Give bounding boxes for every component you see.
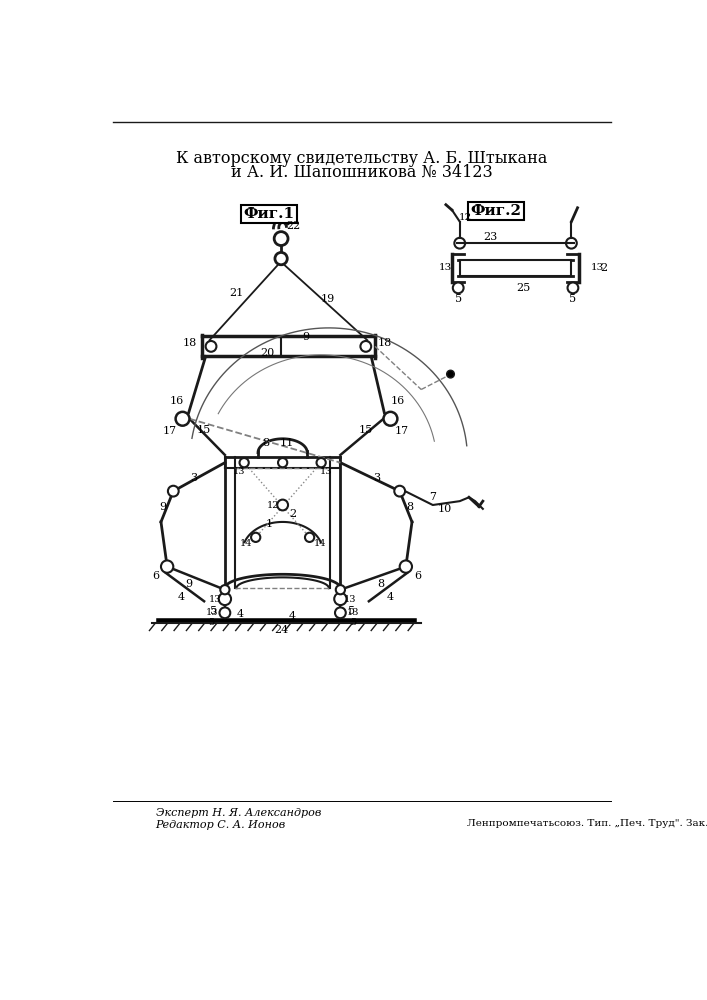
Text: 13: 13 (347, 608, 360, 617)
Text: 5: 5 (349, 606, 356, 616)
Text: 8: 8 (378, 579, 385, 589)
Text: 2: 2 (600, 263, 607, 273)
Text: 4: 4 (288, 611, 296, 621)
Text: 15: 15 (358, 425, 373, 435)
Text: 4: 4 (177, 592, 185, 602)
Circle shape (335, 607, 346, 618)
Text: 13: 13 (209, 595, 221, 604)
Text: 13: 13 (320, 467, 333, 476)
Text: 6: 6 (152, 571, 159, 581)
Text: 16: 16 (391, 396, 405, 406)
Text: Редактор С. А. Ионов: Редактор С. А. Ионов (156, 820, 286, 830)
Text: 9: 9 (160, 502, 167, 512)
Circle shape (168, 486, 179, 497)
Text: 14: 14 (313, 539, 326, 548)
Text: 13: 13 (206, 608, 218, 617)
Text: 14: 14 (240, 539, 252, 548)
Circle shape (447, 370, 455, 378)
Circle shape (219, 607, 230, 618)
Text: 23: 23 (484, 232, 498, 242)
Text: 7: 7 (429, 492, 436, 502)
Text: 5: 5 (351, 618, 356, 627)
Text: Эксперт Н. Я. Александров: Эксперт Н. Я. Александров (156, 808, 321, 818)
Text: 3: 3 (190, 473, 198, 483)
Circle shape (221, 585, 230, 594)
Circle shape (334, 593, 346, 605)
Circle shape (206, 341, 216, 352)
Text: 24: 24 (274, 625, 288, 635)
Text: 17: 17 (395, 426, 409, 436)
Circle shape (317, 458, 326, 467)
Text: 19: 19 (320, 294, 334, 304)
Text: 1: 1 (265, 519, 272, 529)
Text: 3: 3 (373, 473, 380, 483)
Text: 4: 4 (237, 609, 244, 619)
Text: 18: 18 (377, 338, 392, 348)
Text: 9: 9 (302, 332, 309, 342)
Text: 13: 13 (233, 467, 246, 476)
Circle shape (395, 486, 405, 497)
Text: Фиг.2: Фиг.2 (470, 204, 522, 218)
Text: 22: 22 (286, 221, 300, 231)
Circle shape (305, 533, 314, 542)
Circle shape (161, 560, 173, 573)
Bar (460, 260, 571, 276)
Text: 21: 21 (229, 288, 244, 298)
Circle shape (277, 500, 288, 510)
Text: 8: 8 (262, 438, 269, 448)
Text: 2: 2 (289, 509, 296, 519)
Text: 18: 18 (183, 338, 197, 348)
Circle shape (251, 533, 260, 542)
Text: 16: 16 (169, 396, 184, 406)
Circle shape (240, 458, 249, 467)
Text: 8: 8 (406, 502, 414, 512)
Text: К авторскому свидетельству А. Б. Штыкана: К авторскому свидетельству А. Б. Штыкана (176, 150, 548, 167)
Text: 9: 9 (185, 579, 192, 589)
Text: 12: 12 (460, 213, 472, 222)
Text: 13: 13 (344, 595, 356, 604)
Circle shape (399, 560, 412, 573)
Circle shape (568, 282, 578, 293)
Text: Ленпромпечатьсоюз. Тип. „Печ. Труд". Зак. 3142–400: Ленпромпечатьсоюз. Тип. „Печ. Труд". Зак… (467, 819, 707, 828)
Text: 12: 12 (267, 500, 280, 510)
Text: 5: 5 (208, 618, 214, 627)
Text: 25: 25 (516, 283, 530, 293)
Text: 13: 13 (439, 263, 452, 272)
Circle shape (361, 341, 371, 352)
Circle shape (218, 593, 231, 605)
Circle shape (278, 458, 287, 467)
Text: 5: 5 (455, 294, 462, 304)
Text: 6: 6 (414, 571, 421, 581)
Circle shape (452, 282, 464, 293)
Text: 11: 11 (280, 438, 294, 448)
Text: 13: 13 (591, 263, 604, 272)
Text: 5: 5 (210, 606, 217, 616)
Circle shape (175, 412, 189, 426)
Circle shape (336, 585, 345, 594)
Text: 10: 10 (437, 504, 452, 514)
Text: 4: 4 (387, 592, 394, 602)
Text: и А. И. Шапошникова № 34123: и А. И. Шапошникова № 34123 (231, 164, 493, 181)
Text: 17: 17 (163, 426, 177, 436)
Text: Фиг.1: Фиг.1 (243, 207, 294, 221)
Circle shape (383, 412, 397, 426)
Text: 5: 5 (569, 294, 576, 304)
Text: 20: 20 (260, 348, 274, 358)
Text: 15: 15 (197, 425, 211, 435)
